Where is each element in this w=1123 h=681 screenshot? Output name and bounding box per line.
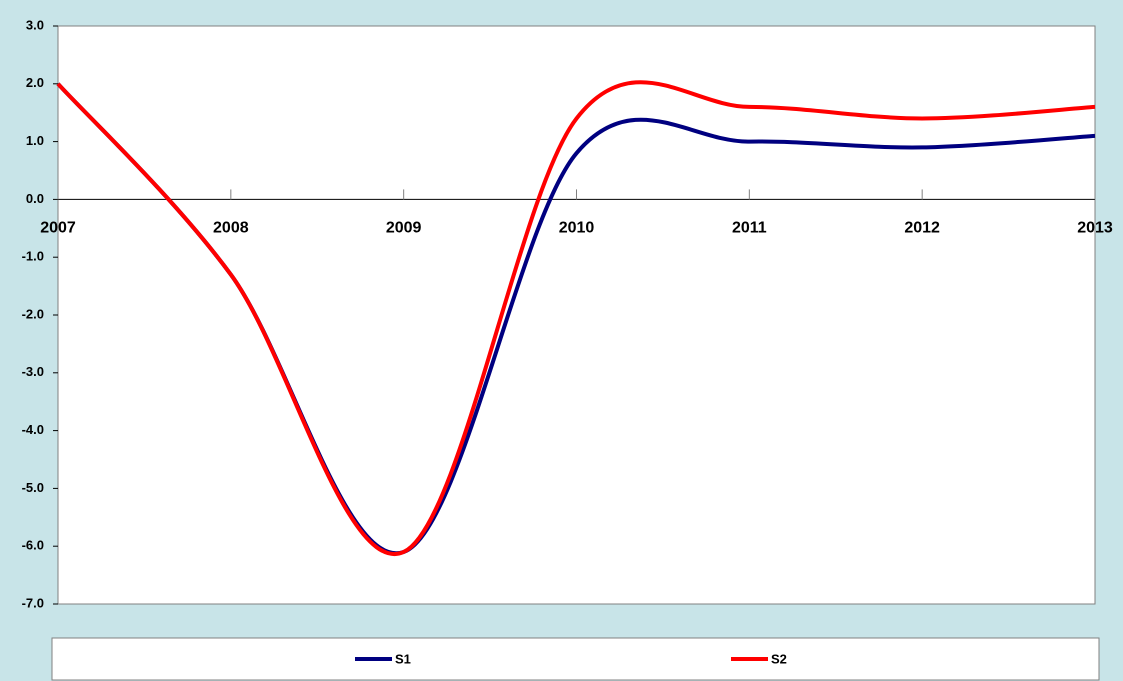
x-tick-label: 2012	[904, 220, 940, 237]
series-line	[56, 80, 1096, 557]
y-tick-label: 3.0	[26, 17, 44, 32]
plot-area	[57, 25, 1096, 605]
y-tick-label: -3.0	[22, 364, 44, 379]
y-tick-label: -4.0	[22, 422, 44, 437]
y-tick-label: 2.0	[26, 75, 44, 90]
x-tick-label: 2013	[1077, 220, 1113, 237]
legend-label: S2	[771, 651, 787, 666]
y-tick-label: 0.0	[26, 191, 44, 206]
x-tick-label: 2008	[213, 220, 249, 237]
x-tick-label: 2009	[386, 220, 422, 237]
x-tick-label: 2007	[40, 220, 76, 237]
legend-label: S1	[395, 651, 411, 666]
y-tick-label: -6.0	[22, 538, 44, 553]
x-tick-label: 2011	[732, 220, 767, 237]
y-tick-label: 1.0	[26, 133, 44, 148]
y-tick-label: -2.0	[22, 306, 44, 321]
x-tick-label: 2010	[559, 220, 595, 237]
y-tick-label: -5.0	[22, 480, 44, 495]
y-tick-label: -1.0	[22, 249, 44, 264]
legend	[51, 637, 1100, 681]
y-tick-label: -7.0	[22, 595, 44, 610]
